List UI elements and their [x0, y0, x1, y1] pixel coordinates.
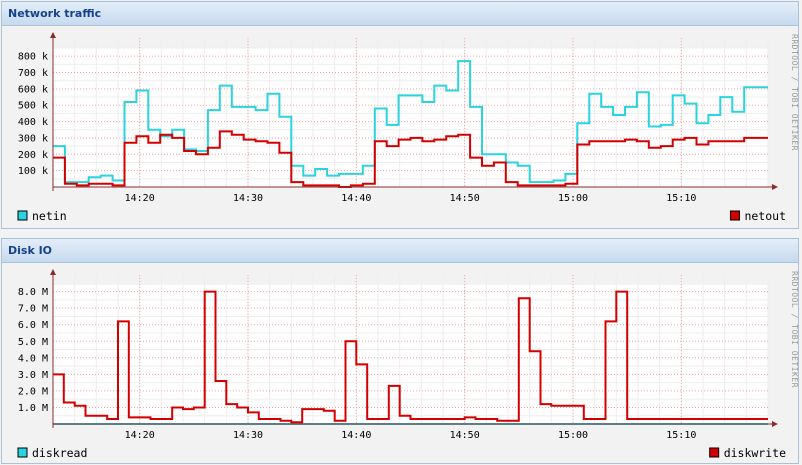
rrdtool-watermark: RRDTOOL / TOBI OETIKER: [790, 271, 798, 388]
y-tick-label: 700 k: [18, 68, 48, 79]
x-tick-label: 14:40: [341, 193, 371, 204]
x-tick-label: 14:40: [341, 430, 371, 441]
legend-swatch-diskread: [17, 447, 28, 458]
y-tick-label: 6.0 M: [18, 320, 48, 331]
series-line-netin: [53, 60, 768, 184]
panel-title: Network traffic: [2, 2, 798, 26]
x-tick-label: 14:50: [450, 193, 480, 204]
y-tick-label: 300 k: [18, 133, 48, 144]
series-line-diskwrite: [53, 290, 768, 424]
y-tick-label: 100 k: [18, 166, 48, 177]
legend-swatch-diskwrite: [709, 447, 720, 458]
y-axis-arrow: [50, 32, 56, 38]
legend-label-diskread: diskread: [32, 446, 87, 460]
x-tick-label: 14:20: [125, 193, 155, 204]
y-tick-label: 400 k: [18, 117, 48, 128]
y-tick-label: 3.0 M: [18, 370, 48, 381]
x-tick-label: 15:00: [558, 193, 588, 204]
y-tick-label: 5.0 M: [18, 337, 48, 348]
x-tick-label: 14:30: [233, 193, 263, 204]
y-tick-label: 8.0 M: [18, 287, 48, 298]
series-line-netout: [53, 130, 768, 188]
x-axis-arrow: [772, 184, 778, 190]
y-tick-label: 2.0 M: [18, 386, 48, 397]
y-tick-label: 1.0 M: [18, 403, 48, 414]
legend-swatch-netin: [17, 210, 28, 221]
y-axis-arrow: [50, 269, 56, 275]
x-tick-label: 14:50: [450, 430, 480, 441]
legend-label-netout: netout: [744, 209, 786, 223]
y-tick-label: 4.0 M: [18, 353, 48, 364]
legend-label-diskwrite: diskwrite: [724, 446, 786, 460]
legend-label-netin: netin: [32, 209, 67, 223]
x-tick-label: 14:30: [233, 430, 263, 441]
y-tick-label: 500 k: [18, 101, 48, 112]
plot-area: [53, 285, 768, 424]
x-tick-label: 15:10: [666, 430, 696, 441]
y-tick-label: 200 k: [18, 150, 48, 161]
x-tick-label: 14:20: [125, 430, 155, 441]
legend-swatch-netout: [729, 210, 740, 221]
network-traffic-chart: 100 k 200 k 300 k 400 k 500 k 600 k 700 k 800 k…: [17, 32, 798, 223]
panel-title: Disk IO: [2, 239, 798, 263]
x-tick-label: 15:00: [558, 430, 588, 441]
disk-io-panel: Disk IO 1.0 M 2.0 M 3.0 M 4.0 M 5.0 M 6.0 M 7.…: [1, 238, 799, 464]
network-traffic-panel: Network traffic 100 k 200 k 300 k 400 k 500 …: [1, 1, 799, 229]
y-tick-label: 600 k: [18, 84, 48, 95]
y-tick-label: 7.0 M: [18, 304, 48, 315]
x-axis-arrow: [772, 421, 778, 427]
disk-io-chart: 1.0 M 2.0 M 3.0 M 4.0 M 5.0 M 6.0 M 7.0 M 8.0 M…: [17, 269, 798, 460]
plot-area: [53, 48, 768, 187]
y-tick-label: 800 k: [18, 52, 48, 63]
x-tick-label: 15:10: [666, 193, 696, 204]
rrdtool-watermark: RRDTOOL / TOBI OETIKER: [790, 34, 798, 151]
